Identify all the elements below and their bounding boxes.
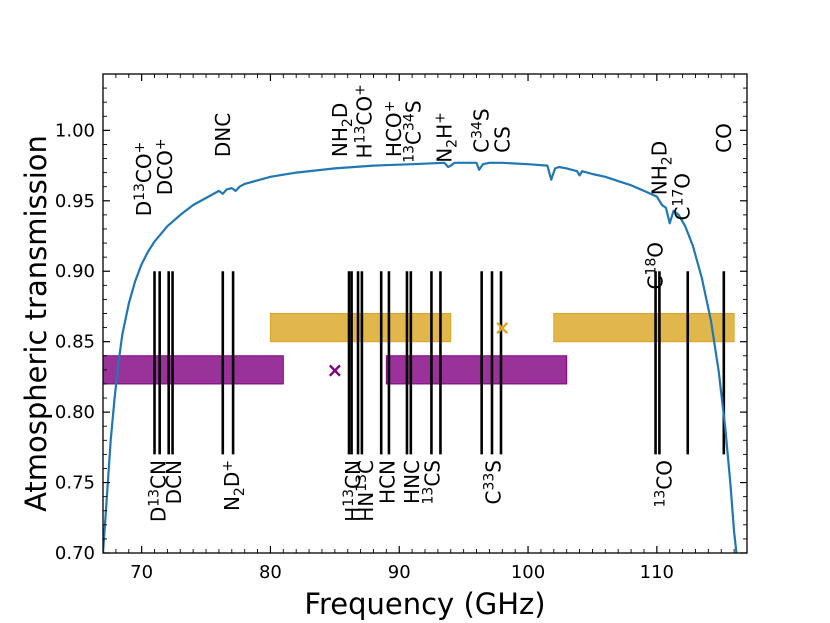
y-tick-label: 0.95 <box>55 191 95 212</box>
label-dcn: DCN <box>162 460 186 504</box>
label-hco-plus: HCO+ <box>382 101 406 157</box>
band-layer <box>103 313 735 385</box>
x-tick-label: 100 <box>511 562 545 583</box>
y-tick-label: 0.80 <box>55 402 95 423</box>
label-d13co-plus: D13CO+ <box>132 142 156 217</box>
label-13cs: 13CS <box>421 460 445 505</box>
label-dnc: DNC <box>211 113 235 157</box>
label-13co: 13CO <box>653 460 677 508</box>
label-hcn: HCN <box>376 460 400 504</box>
label-c34s: C34S <box>470 108 494 153</box>
molecule-label-layer: D13CO+DCO+ DNC NH2DH13CO+HCO+13C34SN2H+C34… <box>132 84 736 522</box>
y-tick-label: 0.75 <box>55 473 95 494</box>
label-d13cn: D13CN <box>146 460 170 522</box>
label-c18o: C18O <box>644 242 668 290</box>
x-tick-label: 110 <box>640 562 674 583</box>
label-n2h-plus: N2H+ <box>432 112 460 163</box>
x-tick-label: 80 <box>259 562 282 583</box>
y-tick-label: 0.85 <box>55 332 95 353</box>
gold-band-2 <box>553 313 735 343</box>
label-c17o: C17O <box>671 173 695 221</box>
label-cs: CS <box>490 126 514 153</box>
x-axis-title: Frequency (GHz) <box>304 587 545 621</box>
x-tick-label: 90 <box>388 562 411 583</box>
label-h13co-plus: H13CO+ <box>353 84 377 158</box>
x-tick-label: 70 <box>130 562 153 583</box>
purple-cross-marker: × <box>326 358 343 382</box>
y-axis-title: Atmospheric transmission <box>19 135 53 512</box>
label-n2d-plus: N2D+ <box>220 460 248 511</box>
label-h13cn: H13CN <box>341 460 365 522</box>
line-marker-layer <box>153 271 726 455</box>
y-tick-label: 0.90 <box>55 261 95 282</box>
curve-layer <box>103 161 738 553</box>
transmission-curve <box>103 161 738 553</box>
label-dco-plus: DCO+ <box>153 138 177 195</box>
label-13c34s: 13C34S <box>401 100 425 162</box>
y-tick-label: 0.70 <box>55 543 95 564</box>
cross-marker-layer: ×× <box>326 316 510 382</box>
label-nh2d-right: NH2D <box>647 141 675 195</box>
label-hn13c: HN13C <box>354 460 378 522</box>
axes-layer: 70 80 90 100 110 0.70 0.75 0.80 0.85 0.90 0.95 1.00 <box>55 73 748 583</box>
label-nh2d-top: NH2D <box>328 103 356 157</box>
label-c33s: C33S <box>481 460 505 505</box>
label-co: CO <box>712 123 736 153</box>
gold-cross-marker: × <box>494 316 511 340</box>
purple-band-1 <box>103 355 284 385</box>
purple-band-2 <box>385 355 568 385</box>
label-hnc: HNC <box>400 460 424 504</box>
y-tick-label: 1.00 <box>55 120 95 141</box>
